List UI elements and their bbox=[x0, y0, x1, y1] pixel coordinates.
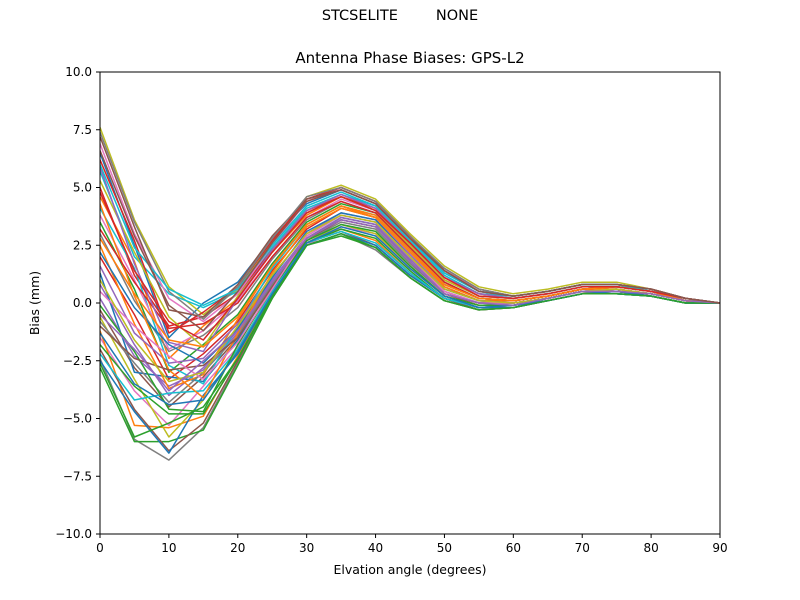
y-tick-label: −10.0 bbox=[55, 527, 92, 541]
y-tick-label: −2.5 bbox=[63, 354, 92, 368]
y-tick-label: 2.5 bbox=[73, 238, 92, 252]
figure-suptitle: STCSELITE NONE bbox=[0, 8, 800, 24]
series-line-45 bbox=[100, 219, 720, 392]
suptitle-left-text: STCSELITE bbox=[321, 8, 398, 24]
x-tick-label: 80 bbox=[643, 541, 658, 555]
y-axis-label: Bias (mm) bbox=[27, 271, 42, 335]
x-axis-label: Elvation angle (degrees) bbox=[333, 562, 486, 577]
series-line-9 bbox=[100, 127, 720, 316]
series-line-18 bbox=[100, 200, 720, 353]
series-line-46 bbox=[100, 150, 720, 332]
x-tick-label: 30 bbox=[299, 541, 314, 555]
series-layer bbox=[100, 127, 720, 461]
suptitle-right-text: NONE bbox=[435, 8, 479, 24]
chart-title: Antenna Phase Biases: GPS-L2 bbox=[295, 49, 524, 67]
x-tick-label: 40 bbox=[368, 541, 383, 555]
x-tick-label: 70 bbox=[575, 541, 590, 555]
series-line-43 bbox=[100, 232, 720, 438]
series-line-44 bbox=[100, 191, 720, 341]
y-tick-label: 10.0 bbox=[65, 65, 92, 79]
series-line-39 bbox=[100, 214, 720, 383]
y-tick-label: 0.0 bbox=[73, 296, 92, 310]
series-line-34 bbox=[100, 200, 720, 330]
y-tick-label: −7.5 bbox=[63, 469, 92, 483]
x-tick-label: 0 bbox=[96, 541, 104, 555]
x-tick-label: 20 bbox=[230, 541, 245, 555]
y-tick-label: −5.0 bbox=[63, 412, 92, 426]
series-line-27 bbox=[100, 198, 720, 350]
y-tick-label: 5.0 bbox=[73, 181, 92, 195]
x-tick-label: 10 bbox=[161, 541, 176, 555]
axes-layer: 0 10 20 30 40 50 60 70 80 90 −10.0 −7.5 −5.0 −2.5 0.0 2… bbox=[55, 65, 727, 555]
x-tick-label: 90 bbox=[712, 541, 727, 555]
y-tick-label: 7.5 bbox=[73, 123, 92, 137]
x-tick-label: 50 bbox=[437, 541, 452, 555]
x-tick-label: 60 bbox=[506, 541, 521, 555]
